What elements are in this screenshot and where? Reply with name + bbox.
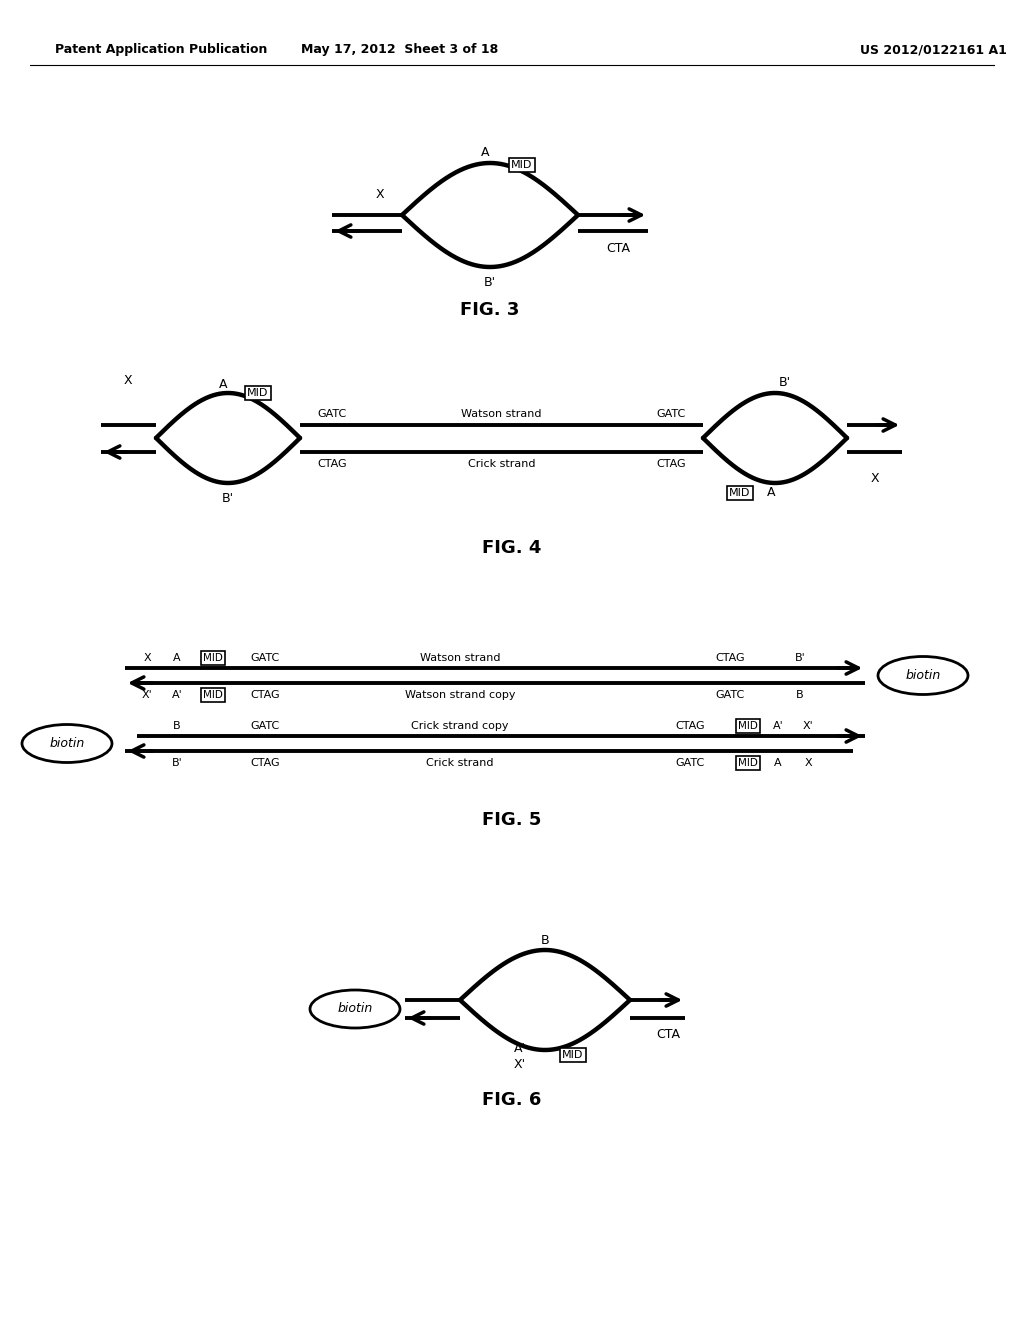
Text: X: X	[804, 758, 812, 768]
Text: A: A	[219, 379, 227, 392]
Text: Crick strand: Crick strand	[426, 758, 494, 768]
Text: MID: MID	[729, 488, 751, 498]
Text: B: B	[797, 690, 804, 700]
Text: GATC: GATC	[676, 758, 705, 768]
Text: CTAG: CTAG	[675, 721, 705, 731]
Text: CTA: CTA	[606, 243, 630, 256]
Text: FIG. 5: FIG. 5	[482, 810, 542, 829]
Text: MID: MID	[511, 160, 532, 170]
Text: US 2012/0122161 A1: US 2012/0122161 A1	[860, 44, 1007, 57]
Text: biotin: biotin	[337, 1002, 373, 1015]
Ellipse shape	[878, 656, 968, 694]
Text: FIG. 3: FIG. 3	[461, 301, 520, 319]
Text: B': B'	[484, 276, 496, 289]
Text: X': X'	[803, 721, 813, 731]
Text: B': B'	[795, 653, 805, 663]
Text: biotin: biotin	[905, 669, 941, 682]
Text: B': B'	[172, 758, 182, 768]
Text: A': A'	[773, 721, 783, 731]
Text: X: X	[143, 653, 151, 663]
Text: A': A'	[514, 1041, 526, 1055]
Text: CTAG: CTAG	[656, 459, 686, 469]
Text: A: A	[480, 147, 489, 160]
Text: CTAG: CTAG	[250, 690, 280, 700]
Text: biotin: biotin	[49, 737, 85, 750]
Text: CTA: CTA	[656, 1027, 680, 1040]
Text: Watson strand: Watson strand	[461, 409, 542, 418]
Text: GATC: GATC	[251, 721, 280, 731]
Text: MID: MID	[562, 1049, 584, 1060]
Text: Crick strand copy: Crick strand copy	[412, 721, 509, 731]
Text: Watson strand copy: Watson strand copy	[404, 690, 515, 700]
Text: X': X'	[514, 1057, 526, 1071]
Text: X': X'	[141, 690, 153, 700]
Text: GATC: GATC	[251, 653, 280, 663]
Text: GATC: GATC	[317, 409, 347, 418]
Text: MID: MID	[738, 758, 758, 768]
Text: X: X	[124, 375, 132, 388]
Text: B': B'	[222, 491, 234, 504]
Text: X: X	[870, 471, 880, 484]
Text: CTAG: CTAG	[250, 758, 280, 768]
Text: MID: MID	[248, 388, 268, 399]
Text: Patent Application Publication: Patent Application Publication	[55, 44, 267, 57]
Text: B': B'	[779, 376, 792, 389]
Text: FIG. 4: FIG. 4	[482, 539, 542, 557]
Text: B: B	[541, 933, 549, 946]
Text: A: A	[774, 758, 781, 768]
Text: A: A	[173, 653, 181, 663]
Text: CTAG: CTAG	[715, 653, 744, 663]
Text: MID: MID	[738, 721, 758, 731]
Text: Crick strand: Crick strand	[468, 459, 536, 469]
Text: GATC: GATC	[656, 409, 686, 418]
Text: MID: MID	[203, 653, 223, 663]
Text: A: A	[767, 487, 775, 499]
Text: X: X	[376, 189, 384, 202]
Ellipse shape	[310, 990, 400, 1028]
Text: May 17, 2012  Sheet 3 of 18: May 17, 2012 Sheet 3 of 18	[301, 44, 499, 57]
Text: GATC: GATC	[716, 690, 744, 700]
Text: B: B	[173, 721, 181, 731]
Text: Watson strand: Watson strand	[420, 653, 501, 663]
Text: MID: MID	[203, 690, 223, 700]
Text: FIG. 6: FIG. 6	[482, 1092, 542, 1109]
Text: CTAG: CTAG	[317, 459, 347, 469]
Text: A': A'	[172, 690, 182, 700]
Ellipse shape	[22, 725, 112, 763]
